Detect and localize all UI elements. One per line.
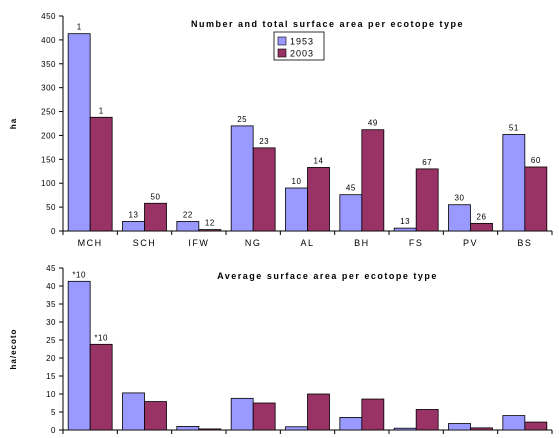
y-tick-label: 450 — [41, 12, 56, 21]
bar-2003-AL — [307, 167, 330, 232]
data-label: 51 — [509, 123, 519, 132]
y-tick-label: 350 — [41, 60, 56, 69]
bar-2003-BH — [361, 398, 385, 431]
y-tick-label: 50 — [46, 203, 56, 212]
data-label: 10 — [292, 177, 302, 186]
bar-1953-AL — [285, 187, 308, 232]
x-tick-label: PV — [463, 238, 478, 248]
bar-2003-PV — [470, 222, 493, 232]
data-label: 25 — [237, 115, 247, 124]
bar-1953-MCH — [67, 280, 91, 431]
y-tick-label: 10 — [46, 390, 56, 399]
bar-2003-IFW — [198, 428, 222, 431]
bar-2003-SCH — [144, 401, 167, 431]
bar-2003-MCH — [89, 343, 113, 431]
chart-title: Average surface area per ecotope type — [217, 271, 438, 281]
y-tick-label: 150 — [41, 155, 56, 164]
bar-2003-BH — [361, 129, 385, 232]
bar-1953-FS — [393, 427, 417, 431]
bar-1953-BH — [339, 416, 363, 431]
data-label: 67 — [422, 158, 432, 167]
legend-swatch-1953 — [277, 36, 287, 46]
legend-label-1953: 1953 — [290, 37, 314, 47]
bar-2003-NG — [252, 147, 276, 232]
bar-1953-NG — [230, 397, 254, 431]
bar-2003-PV — [470, 427, 493, 431]
y-tick-label: 40 — [46, 282, 56, 291]
data-label: 22 — [183, 210, 193, 219]
data-label: 1 — [99, 106, 104, 115]
data-label: 30 — [455, 194, 465, 203]
bar-1953-MCH — [67, 33, 91, 232]
bar-2003-NG — [252, 402, 276, 431]
data-label: 23 — [259, 137, 269, 146]
y-tick-label: 250 — [41, 108, 56, 117]
bar-2003-BS — [524, 166, 548, 232]
data-label: 49 — [368, 119, 378, 128]
data-label: *10 — [72, 270, 86, 279]
x-tick-label: NG — [245, 238, 262, 248]
bar-1953-BH — [339, 194, 363, 232]
data-label: 1 — [77, 23, 82, 32]
x-tick-label: BS — [517, 238, 532, 248]
bar-2003-AL — [307, 393, 330, 431]
y-tick-label: 20 — [46, 354, 56, 363]
legend-swatch-2003 — [277, 48, 287, 58]
bar-1953-BS — [502, 134, 526, 232]
data-label: *10 — [94, 333, 108, 342]
data-label: 14 — [314, 156, 324, 165]
x-tick-label: SCH — [133, 238, 157, 248]
y-tick-label: 400 — [41, 36, 56, 45]
data-label: 45 — [346, 184, 356, 193]
y-tick-label: 25 — [46, 336, 56, 345]
data-label: 12 — [205, 219, 215, 228]
chart-total-area: Number and total surface area per ecotop… — [9, 12, 553, 248]
bar-1953-PV — [448, 204, 471, 232]
bar-1953-IFW — [176, 425, 200, 431]
chart-average-area: Average surface area per ecotope type ha/… — [9, 264, 553, 435]
data-label: 26 — [477, 212, 487, 221]
bar-2003-BS — [524, 421, 548, 431]
x-tick-label: FS — [409, 238, 424, 248]
x-tick-label: BH — [354, 238, 370, 248]
bar-1953-NG — [230, 125, 254, 232]
bar-2003-SCH — [144, 202, 167, 232]
bar-1953-BS — [502, 415, 526, 431]
y-tick-label: 35 — [46, 300, 56, 309]
y-tick-label: 30 — [46, 318, 56, 327]
x-tick-label: MCH — [78, 238, 103, 248]
data-label: 13 — [400, 217, 410, 226]
y-tick-label: 0 — [51, 426, 56, 435]
bar-1953-PV — [448, 423, 471, 431]
data-label: 60 — [531, 156, 541, 165]
bar-2003-FS — [415, 409, 439, 431]
chart-title: Number and total surface area per ecotop… — [191, 19, 464, 29]
data-label: 50 — [151, 192, 161, 201]
y-tick-label: 45 — [46, 264, 56, 273]
bar-1953-IFW — [176, 221, 200, 232]
y-tick-label: 5 — [51, 408, 56, 417]
legend-label-2003: 2003 — [290, 49, 314, 59]
y-tick-label: 300 — [41, 84, 56, 93]
bar-2003-IFW — [198, 229, 222, 232]
x-tick-label: AL — [300, 238, 314, 248]
bar-2003-FS — [415, 168, 439, 232]
y-axis-label: ha — [9, 118, 18, 129]
y-tick-label: 15 — [46, 372, 56, 381]
bar-1953-FS — [393, 227, 417, 232]
y-axis-label: ha/ecoto — [9, 329, 18, 370]
data-label: 13 — [129, 210, 139, 219]
y-tick-label: 200 — [41, 131, 56, 140]
bar-2003-MCH — [89, 116, 113, 232]
bar-1953-AL — [285, 426, 308, 431]
y-tick-label: 100 — [41, 179, 56, 188]
x-tick-label: IFW — [188, 238, 209, 248]
y-tick-label: 0 — [51, 227, 56, 236]
bar-1953-SCH — [122, 392, 145, 431]
bar-1953-SCH — [122, 221, 145, 232]
